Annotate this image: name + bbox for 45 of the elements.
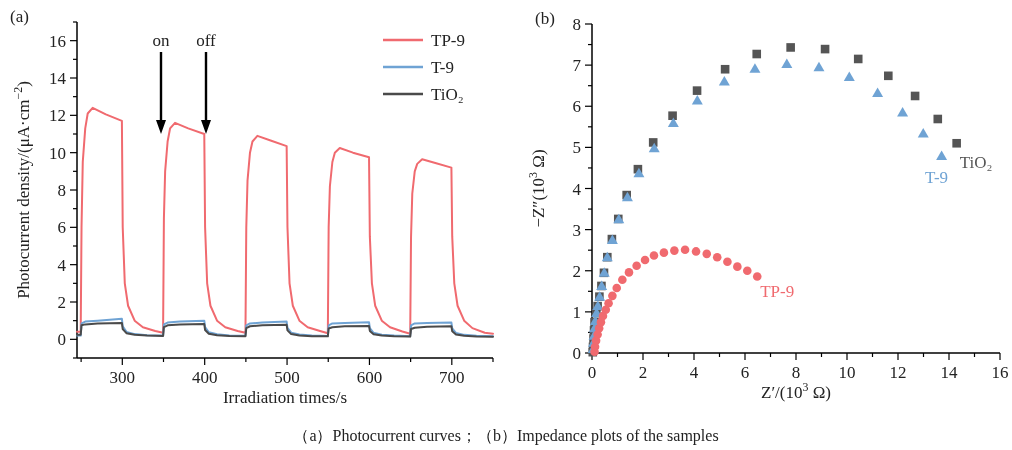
x-tick-label: 500 [274, 368, 300, 387]
series-label: T-9 [925, 168, 949, 188]
x-tick-label: 4 [689, 363, 699, 382]
y-tick-label: 6 [57, 218, 66, 238]
y-tick-label: 7 [572, 56, 582, 76]
y-tick-label: 4 [57, 255, 67, 275]
y-tick-label: 12 [49, 106, 66, 126]
legend-label: TP-9 [431, 31, 465, 50]
y-tick-label: 6 [572, 97, 581, 117]
y-tick-label: 14 [49, 69, 67, 88]
x-tick-label: 0 [587, 363, 597, 382]
y-tick-label: 0 [572, 344, 581, 363]
text: （a）Photocurrent curves；（b）Impedance plots of the samples [293, 427, 719, 445]
annotation: off [196, 31, 217, 50]
annotation: on [152, 31, 170, 50]
series-label: TiO₂ [959, 153, 993, 173]
legend-label: TiO₂ [431, 85, 464, 104]
x-tick-label: 14 [940, 363, 958, 382]
y-tick-label: 1 [572, 302, 581, 322]
y-tick-label: 8 [57, 181, 66, 200]
x-tick-label: 600 [356, 368, 383, 387]
y-tick-label: 8 [572, 15, 581, 34]
x-tick-label: 12 [889, 363, 907, 382]
x-tick-label: 300 [109, 368, 136, 387]
x-tick-label: 10 [838, 363, 856, 382]
x-tick-label: 16 [991, 363, 1009, 382]
x-axis-title: Irradiation times/s [222, 388, 348, 407]
y-tick-label: 2 [57, 293, 66, 312]
series-label: TP-9 [760, 281, 795, 301]
y-tick-label: 16 [49, 31, 66, 51]
y-tick-label: 5 [572, 138, 581, 158]
y-tick-label: 2 [572, 261, 581, 281]
x-tick-label: 700 [439, 368, 465, 387]
legend-label: T-9 [431, 58, 454, 77]
x-tick-label: 2 [638, 363, 648, 382]
y-tick-label: 10 [49, 143, 66, 163]
chart-title: (b) [535, 9, 555, 28]
chart-title: (a) [10, 7, 29, 26]
y-tick-label: 3 [572, 220, 581, 240]
x-tick-label: 6 [740, 363, 750, 382]
y-tick-label: 4 [572, 179, 582, 199]
x-axis-title: Z′/(10$^{3}$ Ω) [761, 380, 831, 402]
x-tick-label: 8 [791, 363, 801, 382]
y-tick-label: 0 [57, 330, 66, 350]
x-tick-label: 400 [191, 368, 218, 387]
